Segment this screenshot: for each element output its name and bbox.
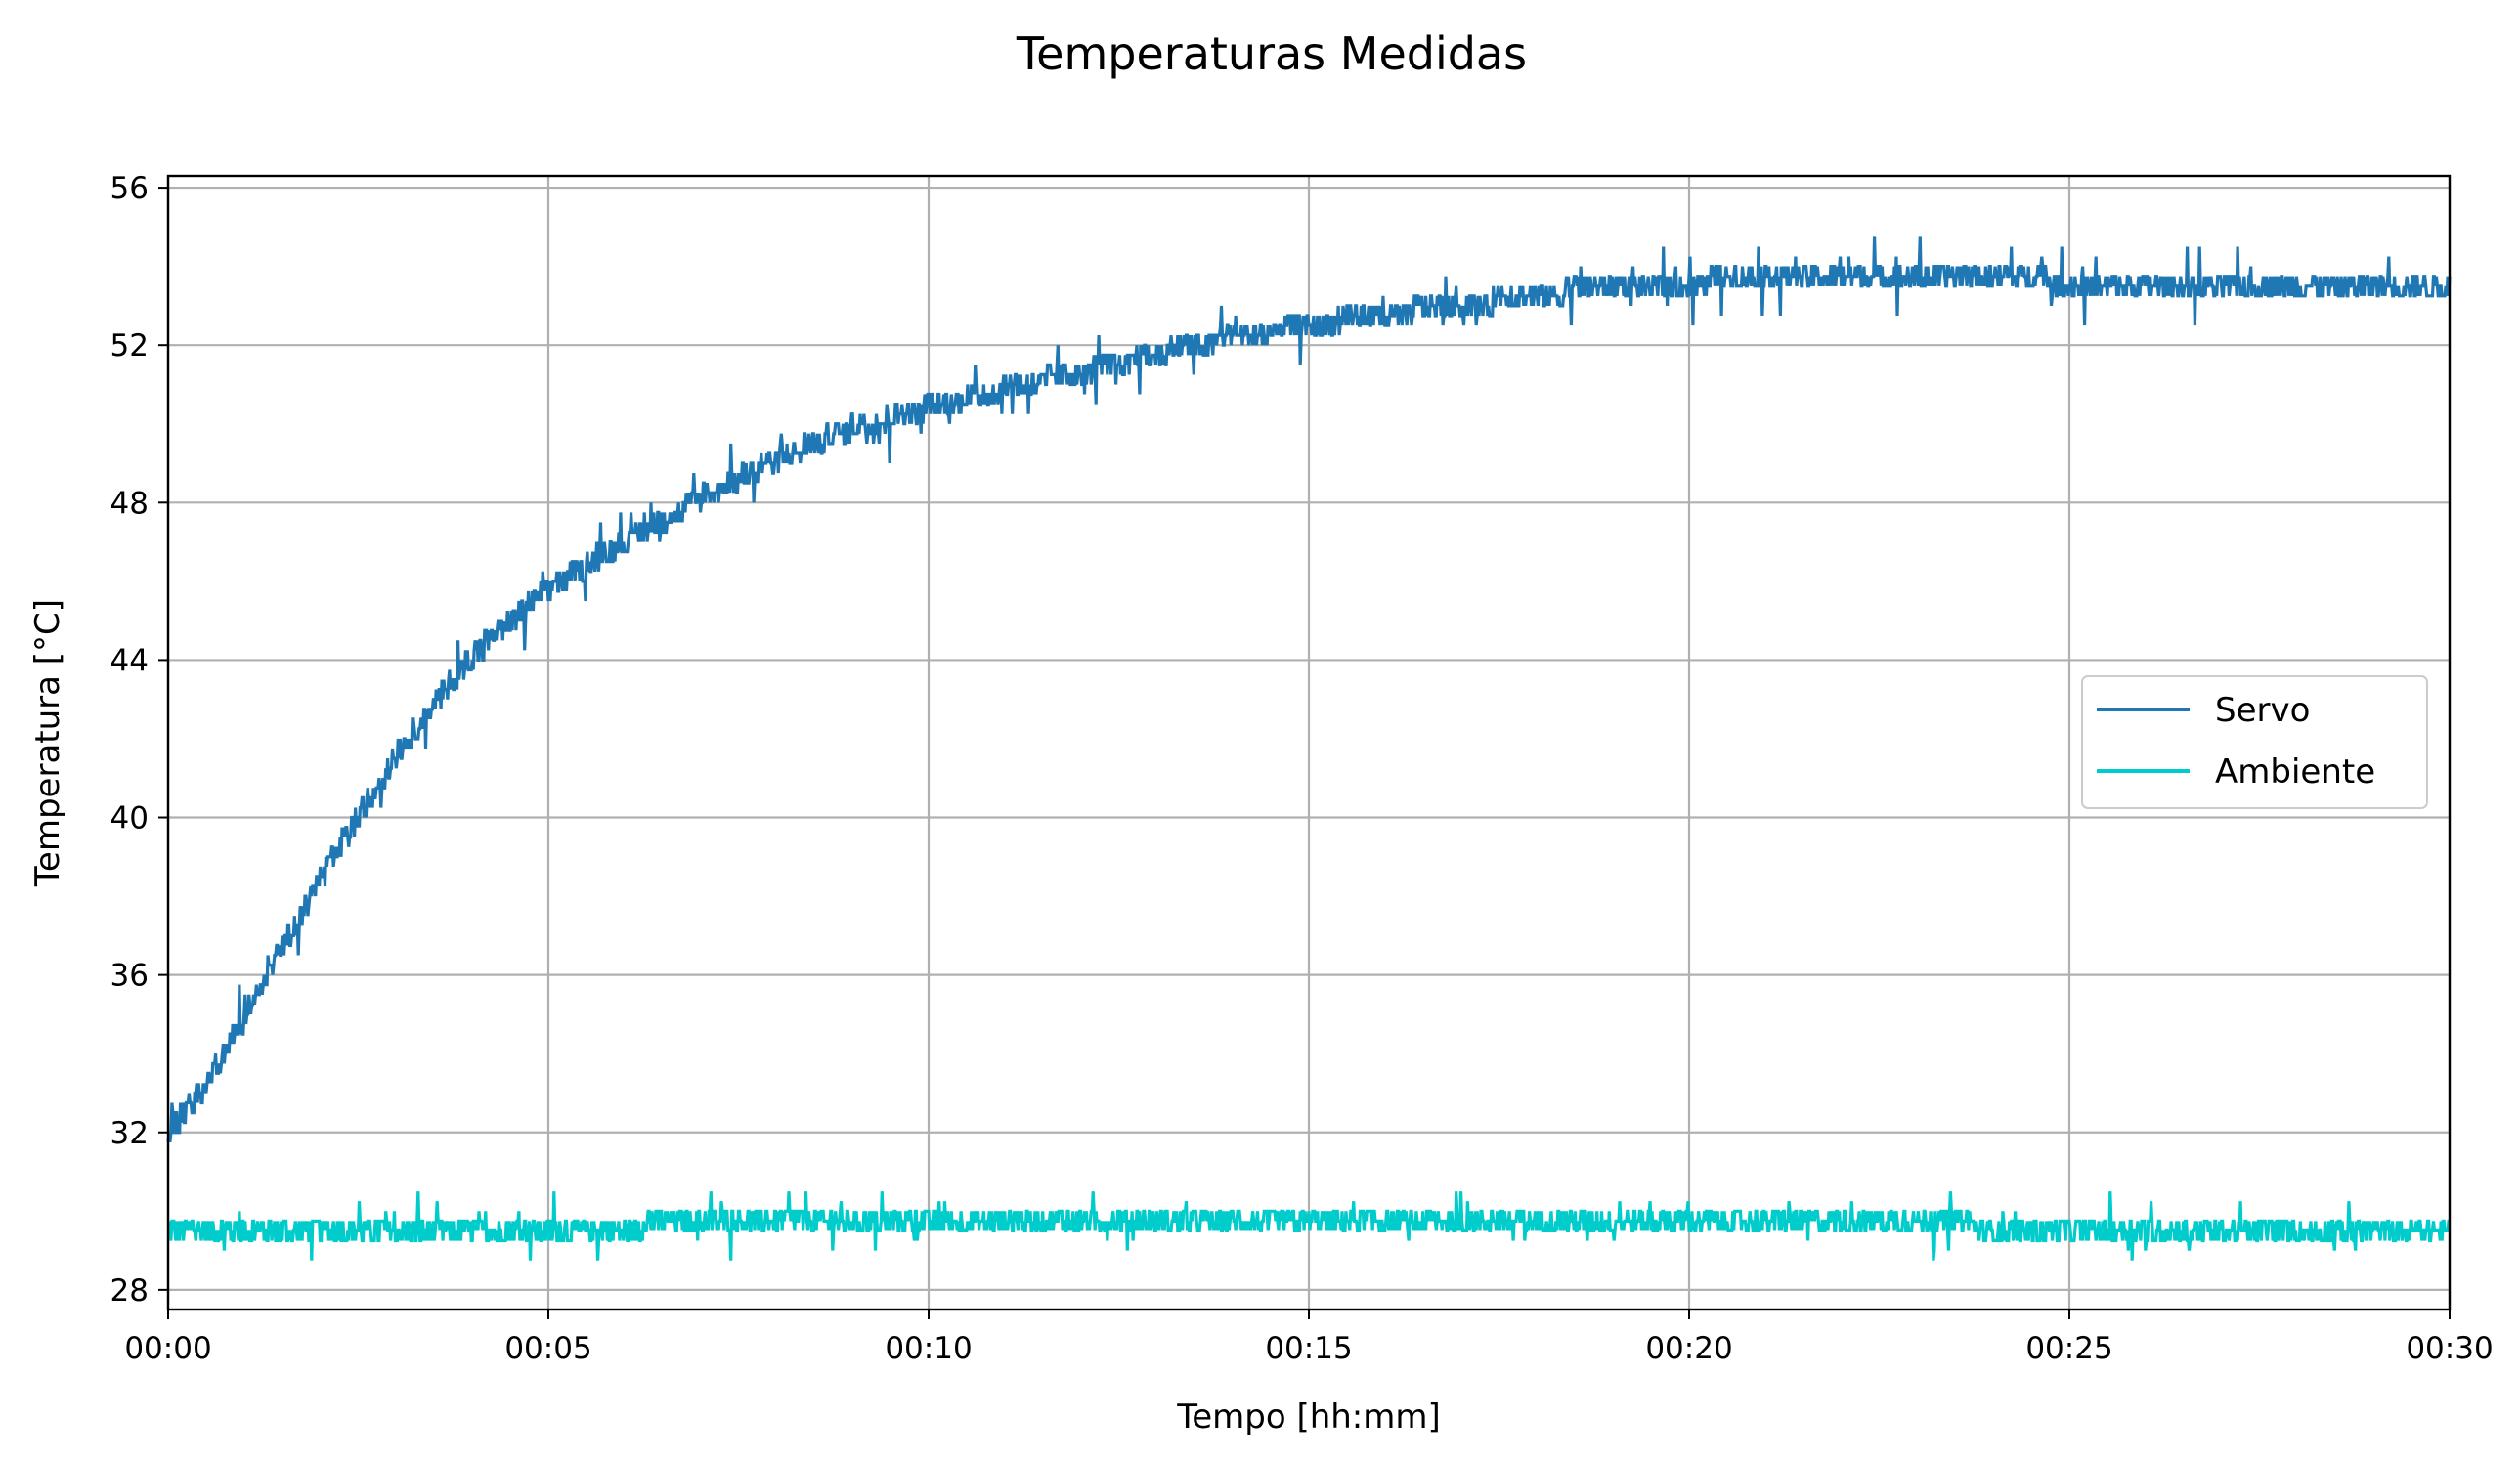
y-tick-label: 32 (110, 1116, 149, 1151)
x-axis-title: Tempo [hh:mm] (1176, 1397, 1441, 1437)
legend-label-servo: Servo (2215, 691, 2310, 730)
series-lines (166, 236, 2452, 1261)
axis-ticks: 00:00 00:05 00:10 00:15 00:20 00:25 00:30 28 32 3… (110, 171, 2494, 1366)
x-tick-label: 00:00 (124, 1331, 211, 1366)
y-tick-label: 40 (110, 801, 149, 837)
y-tick-label: 28 (110, 1273, 149, 1309)
y-tick-label: 48 (110, 486, 149, 521)
x-tick-label: 00:20 (1645, 1331, 1732, 1366)
y-axis-title: Temperatura [°C] (28, 599, 67, 887)
y-tick-label: 36 (110, 959, 149, 994)
chart-title: Temperaturas Medidas (1016, 27, 1527, 80)
grid (166, 176, 2452, 1310)
legend: Servo Ambiente (2081, 675, 2428, 809)
y-tick-label: 56 (110, 171, 149, 206)
x-tick-label: 00:10 (885, 1331, 972, 1366)
y-tick-label: 52 (110, 328, 149, 364)
x-tick-label: 00:05 (504, 1331, 591, 1366)
x-tick-label: 00:15 (1265, 1331, 1352, 1366)
series-line-ambiente (167, 1191, 2451, 1261)
x-tick-label: 00:25 (2025, 1331, 2112, 1366)
series-line-servo (166, 236, 2452, 1142)
x-tick-label: 00:30 (2406, 1331, 2493, 1366)
legend-label-ambiente: Ambiente (2215, 752, 2375, 792)
y-tick-label: 44 (110, 643, 149, 678)
